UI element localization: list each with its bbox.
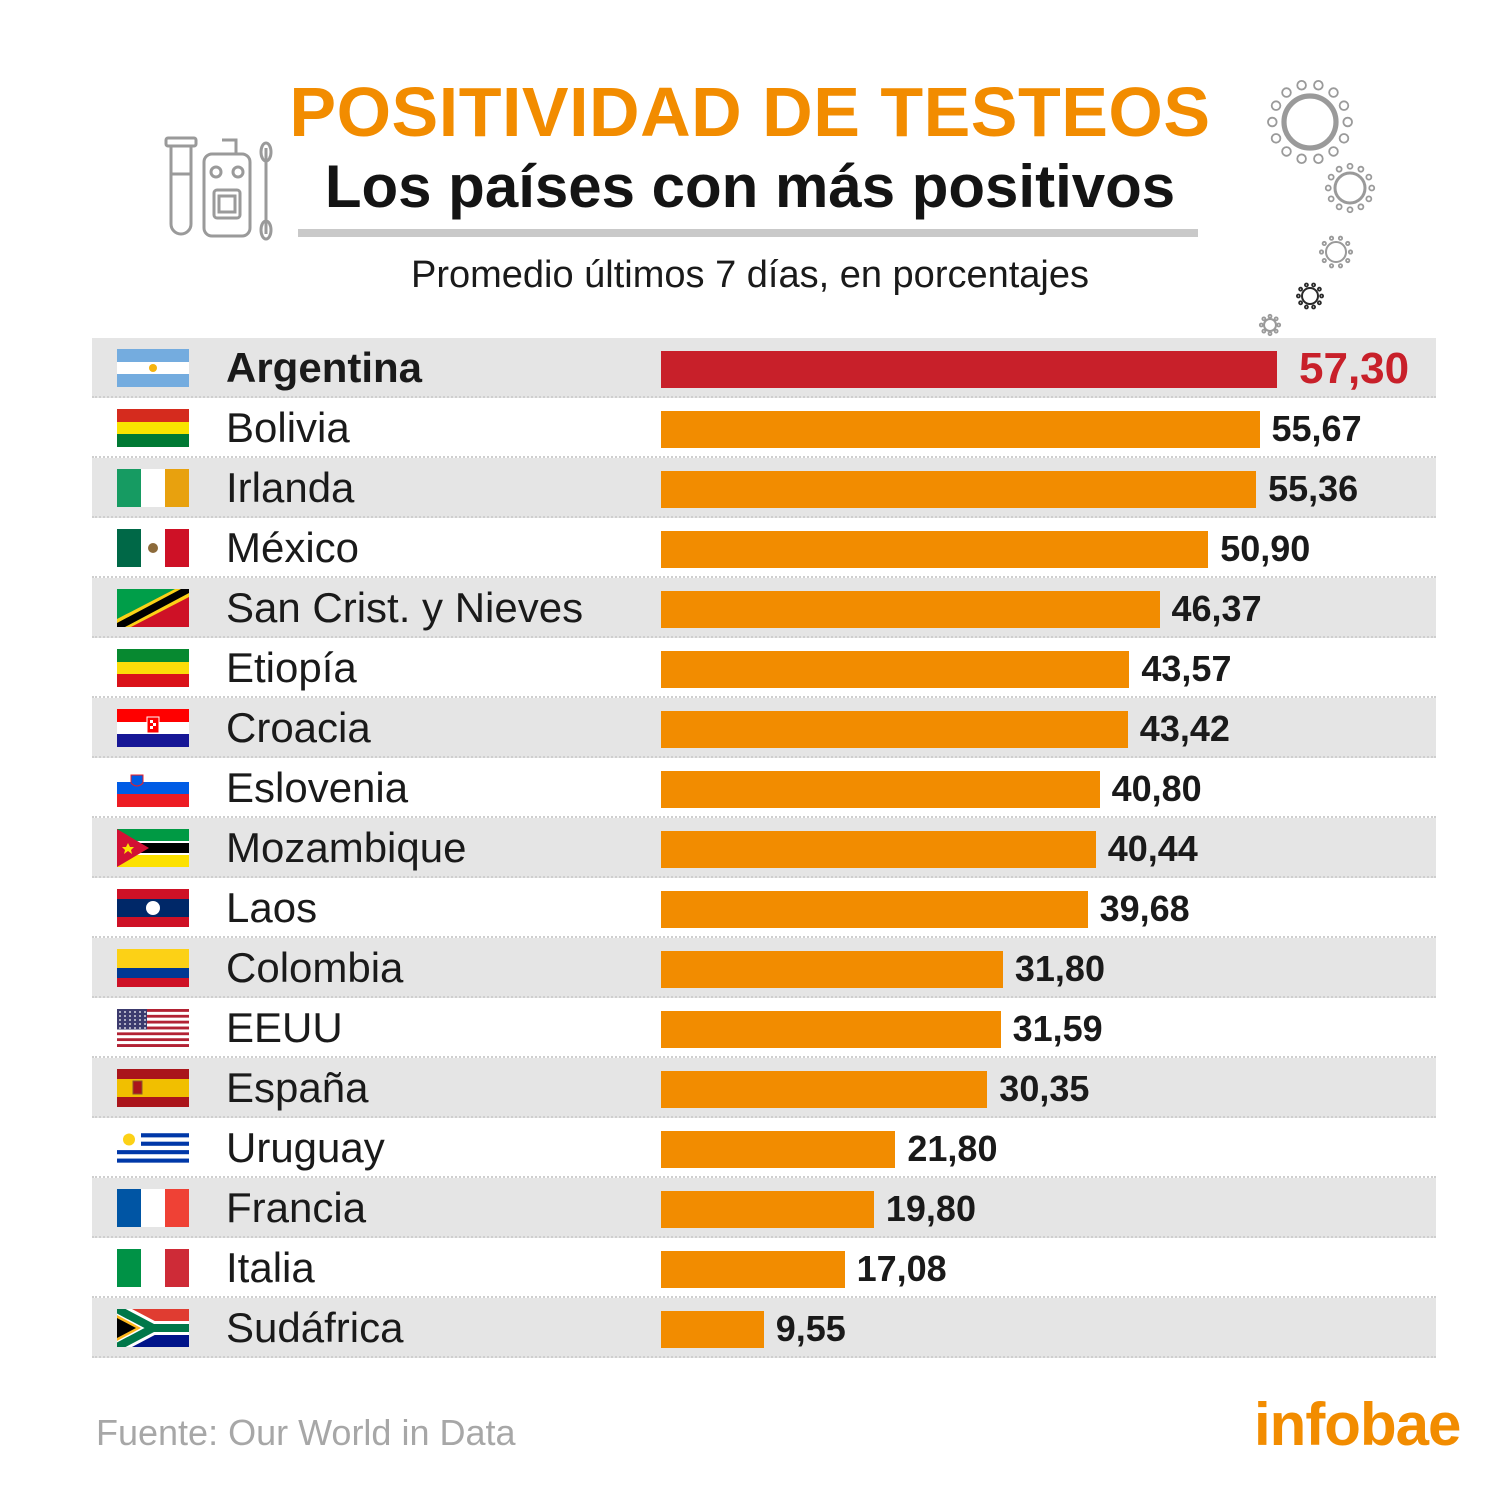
bar bbox=[661, 411, 1260, 448]
flag-bolivia bbox=[117, 409, 189, 447]
category-label: México bbox=[226, 524, 360, 571]
chart-row: Sudáfrica 9,55 bbox=[92, 1298, 1436, 1358]
category-label: Argentina bbox=[226, 344, 423, 391]
value-label: 17,08 bbox=[856, 1248, 947, 1289]
category-label: San Crist. y Nieves bbox=[226, 584, 584, 631]
category-label: EEUU bbox=[226, 1004, 343, 1051]
chart-row: España 30,35 bbox=[92, 1058, 1436, 1118]
chart-row: Etiopía 43,57 bbox=[92, 638, 1436, 698]
bar bbox=[661, 351, 1277, 388]
title-divider bbox=[298, 229, 1198, 237]
value-label: 50,90 bbox=[1220, 528, 1311, 569]
chart-row: Uruguay 21,80 bbox=[92, 1118, 1436, 1178]
category-label: Uruguay bbox=[226, 1124, 385, 1171]
flag-mozambique bbox=[117, 829, 189, 867]
chart-row: EEUU 31,59 bbox=[92, 998, 1436, 1058]
bar bbox=[661, 771, 1100, 808]
chart-row: Irlanda 55,36 bbox=[92, 458, 1436, 518]
flag-ethiopia bbox=[117, 649, 189, 687]
value-label: 39,68 bbox=[1099, 888, 1190, 929]
flag-croatia bbox=[117, 709, 189, 747]
category-label: Irlanda bbox=[226, 464, 355, 511]
category-label: Eslovenia bbox=[226, 764, 409, 811]
flag-italy bbox=[117, 1249, 189, 1287]
bar bbox=[661, 1191, 874, 1228]
bar bbox=[661, 831, 1096, 868]
value-label: 9,55 bbox=[775, 1308, 846, 1349]
flag-slovenia bbox=[117, 769, 189, 807]
chart-description: Promedio últimos 7 días, en porcentajes bbox=[410, 254, 1090, 296]
bar-chart: Argentina 57,30 Bolivia 55,67 Irlanda 55,36 Mé… bbox=[92, 338, 1436, 1370]
category-label: Bolivia bbox=[226, 404, 350, 451]
value-label: 43,42 bbox=[1139, 708, 1230, 749]
category-label: Mozambique bbox=[226, 824, 467, 871]
category-label: Etiopía bbox=[226, 644, 357, 691]
bar bbox=[661, 1071, 988, 1108]
flag-south-africa bbox=[113, 1302, 189, 1354]
value-label: 40,44 bbox=[1107, 828, 1198, 869]
category-label: Sudáfrica bbox=[226, 1304, 404, 1351]
flag-ireland bbox=[117, 469, 189, 507]
value-label: 31,80 bbox=[1014, 948, 1105, 989]
bar bbox=[661, 651, 1130, 688]
chart-row: Bolivia 55,67 bbox=[92, 398, 1436, 458]
flag-uruguay bbox=[117, 1129, 189, 1167]
category-label: Laos bbox=[226, 884, 318, 931]
chart-row: México 50,90 bbox=[92, 518, 1436, 578]
bar bbox=[661, 711, 1128, 748]
flag-laos bbox=[117, 889, 189, 927]
bar bbox=[661, 1311, 764, 1348]
value-label: 31,59 bbox=[1012, 1008, 1103, 1049]
value-label: 19,80 bbox=[885, 1188, 976, 1229]
flag-usa bbox=[117, 1009, 189, 1047]
bar bbox=[661, 1011, 1001, 1048]
value-label: 55,36 bbox=[1268, 468, 1359, 509]
bar bbox=[661, 1131, 896, 1168]
test-tube-icon bbox=[164, 136, 273, 241]
chart-row: Francia 19,80 bbox=[92, 1178, 1436, 1238]
flag-spain bbox=[117, 1069, 189, 1107]
chart-row: Mozambique 40,44 bbox=[92, 818, 1436, 878]
value-label: 55,67 bbox=[1271, 408, 1362, 449]
chart-row: Italia 17,08 bbox=[92, 1238, 1436, 1298]
chart-row: San Crist. y Nieves 46,37 bbox=[92, 578, 1436, 638]
chart-row: Colombia 31,80 bbox=[92, 938, 1436, 998]
chart-subtitle: Los países con más positivos bbox=[324, 153, 1176, 220]
chart-row: Argentina 57,30 bbox=[92, 338, 1436, 398]
category-label: Francia bbox=[226, 1184, 367, 1231]
flag-mexico bbox=[117, 529, 189, 567]
virus-icon bbox=[1258, 80, 1376, 337]
bar bbox=[661, 531, 1209, 568]
value-label: 30,35 bbox=[999, 1068, 1090, 1109]
bar bbox=[661, 891, 1088, 928]
source-note: Fuente: Our World in Data bbox=[96, 1412, 516, 1453]
chart-row: Laos 39,68 bbox=[92, 878, 1436, 938]
brand-logo: infobae bbox=[1254, 1391, 1461, 1458]
value-label: 21,80 bbox=[907, 1128, 998, 1169]
bar bbox=[661, 471, 1257, 508]
value-label: 46,37 bbox=[1171, 588, 1262, 629]
category-label: Colombia bbox=[226, 944, 404, 991]
flag-france bbox=[117, 1189, 189, 1227]
category-label: Croacia bbox=[226, 704, 371, 751]
flag-saint-kitts-nevis bbox=[117, 589, 189, 627]
bar bbox=[661, 951, 1003, 988]
flag-argentina bbox=[117, 349, 189, 387]
chart-title: POSITIVIDAD DE TESTEOS bbox=[289, 73, 1211, 151]
chart-row: Croacia 43,42 bbox=[92, 698, 1436, 758]
value-label: 57,30 bbox=[1299, 344, 1410, 393]
chart-row: Eslovenia 40,80 bbox=[92, 758, 1436, 818]
flag-colombia bbox=[117, 949, 189, 987]
category-label: España bbox=[226, 1064, 369, 1111]
category-label: Italia bbox=[226, 1244, 315, 1291]
bar bbox=[661, 591, 1160, 628]
value-label: 43,57 bbox=[1141, 648, 1232, 689]
value-label: 40,80 bbox=[1111, 768, 1202, 809]
bar bbox=[661, 1251, 845, 1288]
